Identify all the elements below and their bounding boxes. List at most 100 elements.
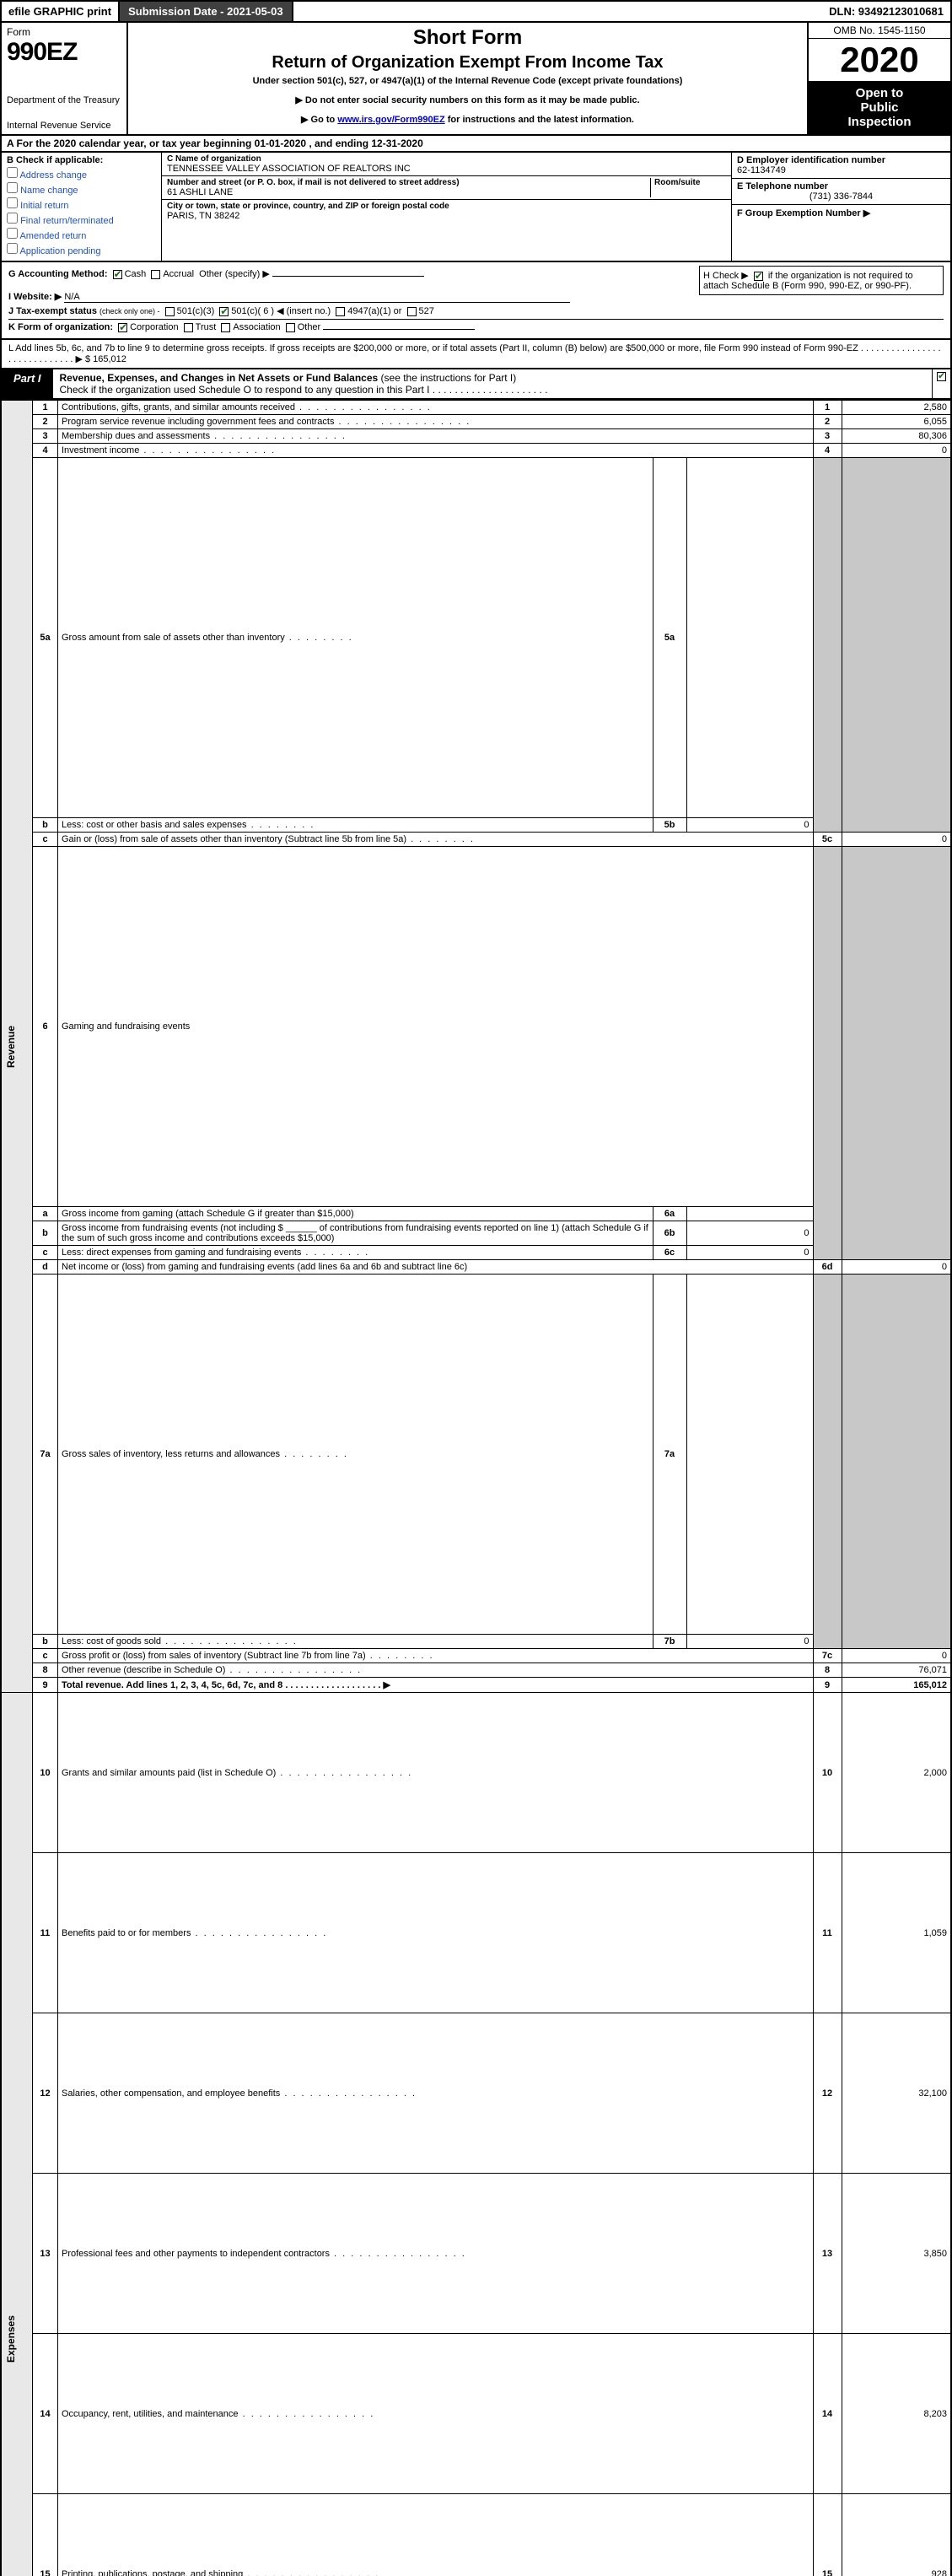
line-num: 14 <box>33 2334 58 2494</box>
line-num: 13 <box>33 2174 58 2334</box>
open-line1: Open to <box>812 86 947 100</box>
g-label: G Accounting Method: <box>8 269 108 279</box>
line-amount: 2,580 <box>842 401 951 415</box>
line-num: 12 <box>33 2013 58 2174</box>
part-i-checkbox[interactable]: ✔ <box>932 369 950 398</box>
org-city-row: City or town, state or province, country… <box>162 200 731 223</box>
tel-label: E Telephone number <box>737 181 945 191</box>
row-7c: c Gross profit or (loss) from sales of i… <box>1 1649 951 1663</box>
g-accrual-cb[interactable] <box>151 270 160 279</box>
line-amount: 76,071 <box>842 1663 951 1678</box>
desc-text: Other revenue (describe in Schedule O) <box>62 1665 362 1675</box>
checkbox-icon[interactable] <box>7 228 18 239</box>
tel-row: E Telephone number (731) 336-7844 <box>732 179 950 205</box>
line-desc: Printing, publications, postage, and shi… <box>58 2494 814 2576</box>
g-other-input[interactable] <box>272 276 424 277</box>
line-num: 11 <box>33 1853 58 2013</box>
group-exemption-row: F Group Exemption Number ▶ <box>732 205 950 221</box>
j-4947-cb[interactable] <box>336 307 345 316</box>
row-4: 4 Investment income 4 0 <box>1 444 951 458</box>
line-amount: 8,203 <box>842 2334 951 2494</box>
room-label: Room/suite <box>654 178 726 187</box>
cb-label: Initial return <box>20 201 68 211</box>
k-corp-cb[interactable] <box>118 323 127 332</box>
line-ref: 12 <box>813 2013 842 2174</box>
line-num: 8 <box>33 1663 58 1678</box>
row-15: 15 Printing, publications, postage, and … <box>1 2494 951 2576</box>
org-name: TENNESSEE VALLEY ASSOCIATION OF REALTORS… <box>167 164 726 174</box>
form-subtitle: Under section 501(c), 527, or 4947(a)(1)… <box>253 76 683 86</box>
grey-cell <box>813 1275 842 1649</box>
desc-text: Benefits paid to or for members <box>62 1928 327 1938</box>
form-title: Return of Organization Exempt From Incom… <box>272 53 663 73</box>
irs-link[interactable]: www.irs.gov/Form990EZ <box>337 115 444 125</box>
section-b-header: B Check if applicable: <box>7 155 156 165</box>
note-link-pre: ▶ Go to <box>301 115 337 125</box>
dept-treasury: Department of the Treasury <box>7 95 121 105</box>
i-label: I Website: ▶ <box>8 292 62 302</box>
sidelabel-expenses: Expenses <box>1 1693 33 2576</box>
checkbox-icon[interactable] <box>7 213 18 224</box>
j-501c-cb[interactable] <box>219 307 229 316</box>
line-ref: 6d <box>813 1260 842 1275</box>
grey-cell <box>842 1275 951 1649</box>
sub-value <box>686 1275 813 1635</box>
sub-value: 0 <box>686 1635 813 1649</box>
cb-name-change[interactable]: Name change <box>7 182 156 196</box>
k-other-input[interactable] <box>323 329 475 330</box>
cb-amended-return[interactable]: Amended return <box>7 228 156 241</box>
dept-irs: Internal Revenue Service <box>7 121 121 131</box>
j-527: 527 <box>419 306 434 316</box>
line-desc: Less: direct expenses from gaming and fu… <box>58 1246 653 1260</box>
line-desc: Other revenue (describe in Schedule O) <box>58 1663 814 1678</box>
checkbox-icon[interactable] <box>7 167 18 178</box>
line-a-period: A For the 2020 calendar year, or tax yea… <box>0 136 952 153</box>
g-cash-cb[interactable] <box>113 270 122 279</box>
k-trust-cb[interactable] <box>184 323 193 332</box>
desc-text: Salaries, other compensation, and employ… <box>62 2088 417 2099</box>
cb-label: Amended return <box>19 231 86 241</box>
desc-text: Program service revenue including govern… <box>62 417 471 427</box>
g-accrual: Accrual <box>163 269 194 279</box>
desc-text: Contributions, gifts, grants, and simila… <box>62 402 432 412</box>
line-ref: 5c <box>813 833 842 847</box>
line-j: J Tax-exempt status (check only one) - 5… <box>8 305 944 316</box>
line-num: 2 <box>33 415 58 429</box>
h-text1: H Check ▶ <box>703 271 749 281</box>
line-desc: Membership dues and assessments <box>58 429 814 444</box>
header-center: Short Form Return of Organization Exempt… <box>128 23 807 134</box>
k-other-cb[interactable] <box>286 323 295 332</box>
desc-text: Membership dues and assessments <box>62 431 347 441</box>
row-8: 8 Other revenue (describe in Schedule O)… <box>1 1663 951 1678</box>
part-i-title: Revenue, Expenses, and Changes in Net As… <box>60 372 379 384</box>
j-527-cb[interactable] <box>407 307 417 316</box>
line-num: 1 <box>33 401 58 415</box>
checkbox-icon[interactable] <box>7 243 18 254</box>
cb-application-pending[interactable]: Application pending <box>7 243 156 256</box>
cb-final-return[interactable]: Final return/terminated <box>7 213 156 226</box>
line-desc: Contributions, gifts, grants, and simila… <box>58 401 814 415</box>
org-name-label: C Name of organization <box>167 154 726 164</box>
sub-ref: 6b <box>653 1221 686 1246</box>
row-6b: b Gross income from fundraising events (… <box>1 1221 951 1246</box>
checkbox-icon[interactable] <box>7 197 18 208</box>
cb-initial-return[interactable]: Initial return <box>7 197 156 211</box>
line-num: 10 <box>33 1693 58 1853</box>
row-6: 6 Gaming and fundraising events <box>1 847 951 1207</box>
line-amount: 80,306 <box>842 429 951 444</box>
line-h: H Check ▶ if the organization is not req… <box>699 266 944 295</box>
note-link: ▶ Go to www.irs.gov/Form990EZ for instru… <box>301 114 634 125</box>
line-ref: 3 <box>813 429 842 444</box>
line-amount: 0 <box>842 833 951 847</box>
g-other: Other (specify) ▶ <box>199 269 270 279</box>
desc-text: Less: direct expenses from gaming and fu… <box>62 1248 369 1258</box>
checkbox-icon[interactable] <box>7 182 18 193</box>
cb-address-change[interactable]: Address change <box>7 167 156 181</box>
line-desc: Grants and similar amounts paid (list in… <box>58 1693 814 1853</box>
j-501c3-cb[interactable] <box>165 307 175 316</box>
k-assoc-cb[interactable] <box>221 323 230 332</box>
tel-value: (731) 336-7844 <box>737 191 945 202</box>
row-13: 13 Professional fees and other payments … <box>1 2174 951 2334</box>
line-num: b <box>33 818 58 833</box>
h-checkbox[interactable] <box>754 272 763 281</box>
